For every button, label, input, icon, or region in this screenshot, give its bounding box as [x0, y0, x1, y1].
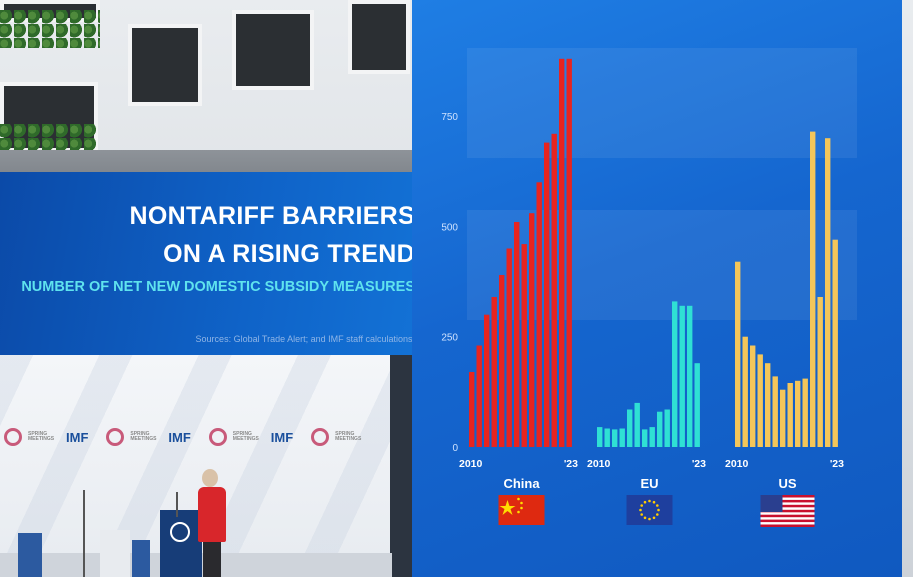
bar-us-8	[795, 380, 801, 447]
bar-china-7	[521, 244, 527, 447]
imf-logo-text: IMF	[168, 429, 191, 445]
bar-us-6	[780, 389, 786, 447]
speaker-podium	[160, 510, 202, 577]
bar-eu-4	[627, 409, 633, 447]
x-axis-labels: 2010 '23 2010 '23 2010 '23	[459, 458, 844, 470]
slide-title-line2: ON A RISING TREND	[163, 240, 415, 268]
bar-eu-10	[672, 301, 678, 447]
bar-eu-9	[664, 409, 670, 447]
bar-china-2	[484, 314, 490, 447]
imf-logo-text: IMF	[66, 429, 89, 445]
bar-eu-11	[679, 305, 685, 447]
speaker-legs	[203, 540, 221, 577]
bar-us-1	[742, 336, 748, 447]
imf-seal-icon	[106, 428, 125, 446]
x-start-label: 2010	[459, 458, 483, 470]
chart-screen	[412, 0, 902, 577]
x-start-label: 2010	[725, 458, 749, 470]
china-flag	[498, 495, 545, 525]
title-screen	[0, 172, 415, 362]
side-podium	[132, 540, 150, 577]
bar-us-11	[817, 297, 823, 447]
bar-eu-1	[604, 428, 610, 447]
stage-monitor	[100, 530, 130, 577]
bar-us-2	[750, 345, 756, 447]
bar-china-9	[536, 182, 542, 448]
country-label-us: US	[778, 476, 796, 491]
meetings-text: SPRING MEETINGS	[232, 431, 259, 442]
bar-china-13	[566, 58, 572, 448]
bar-us-7	[787, 383, 793, 447]
meetings-text: SPRING MEETINGS	[335, 431, 362, 442]
country-label-china: China	[503, 476, 540, 491]
chart-bars	[469, 58, 838, 448]
bar-us-0	[735, 261, 741, 447]
y-tick-label: 0	[452, 443, 458, 454]
slide-title-line1: NONTARIFF BARRIERS	[129, 202, 415, 230]
eu-flag	[626, 495, 673, 525]
bar-china-8	[529, 213, 535, 447]
bar-china-1	[476, 345, 482, 447]
y-tick-label: 750	[441, 112, 458, 123]
building-window	[128, 24, 202, 106]
bar-us-4	[765, 363, 771, 447]
subsidy-chart: 0 250 500 750 2010 '23 2010 '23 2010 '23 China EU…	[441, 58, 844, 527]
bar-us-13	[832, 239, 838, 447]
slide-subtitle: NUMBER OF NET NEW DOMESTIC SUBSIDY MEASU…	[21, 279, 415, 295]
x-end-label: '23	[692, 458, 706, 470]
bar-us-5	[772, 376, 778, 447]
bar-china-12	[559, 58, 565, 448]
bar-eu-12	[687, 305, 693, 447]
us-flag	[760, 495, 815, 527]
imf-seal-icon	[208, 428, 227, 446]
imf-logo-text: IMF	[270, 429, 294, 445]
bar-us-12	[825, 138, 831, 447]
bar-china-10	[544, 142, 550, 447]
bar-china-4	[499, 275, 505, 447]
x-end-label: '23	[830, 458, 844, 470]
y-tick-label: 500	[441, 222, 458, 233]
y-axis: 0 250 500 750	[441, 112, 458, 454]
country-label-eu: EU	[640, 476, 658, 491]
bar-china-6	[514, 222, 520, 447]
x-start-label: 2010	[587, 458, 611, 470]
bar-eu-13	[694, 363, 700, 447]
bar-eu-3	[619, 428, 625, 447]
speaker-head	[202, 469, 218, 487]
planter	[0, 10, 100, 48]
bar-us-9	[802, 378, 808, 447]
imf-seal-icon	[4, 428, 22, 446]
building-window	[232, 10, 314, 90]
imf-logo-strip: SPRING MEETINGS IMF SPRING MEETINGS IMF …	[4, 428, 362, 446]
country-labels: China EU US	[498, 476, 815, 527]
screen-glare	[467, 48, 857, 158]
bar-china-5	[506, 248, 512, 447]
side-podium	[18, 533, 42, 577]
x-end-label: '23	[564, 458, 578, 470]
bar-china-11	[551, 133, 557, 448]
meetings-text: SPRING MEETINGS	[130, 431, 157, 442]
y-tick-label: 250	[441, 333, 458, 344]
meetings-text: SPRING MEETINGS	[28, 431, 55, 442]
microphone-stand	[83, 490, 85, 577]
bar-china-3	[491, 297, 497, 447]
stage-pillar	[390, 355, 412, 577]
bar-eu-6	[642, 429, 648, 447]
imf-seal-icon	[311, 428, 330, 446]
bar-eu-0	[597, 427, 603, 447]
bar-eu-2	[612, 429, 618, 447]
planter	[0, 124, 98, 154]
bar-eu-7	[649, 427, 655, 447]
speaker	[198, 487, 226, 542]
slide-sources: Sources: Global Trade Alert; and IMF sta…	[195, 334, 415, 344]
bar-us-3	[757, 354, 763, 447]
bar-eu-5	[634, 402, 640, 447]
podium-microphone	[176, 492, 178, 517]
podium-seal-icon	[170, 522, 190, 542]
building-window	[348, 0, 410, 74]
bar-china-0	[469, 372, 475, 447]
bar-us-10	[810, 131, 816, 447]
bar-eu-8	[657, 411, 663, 447]
